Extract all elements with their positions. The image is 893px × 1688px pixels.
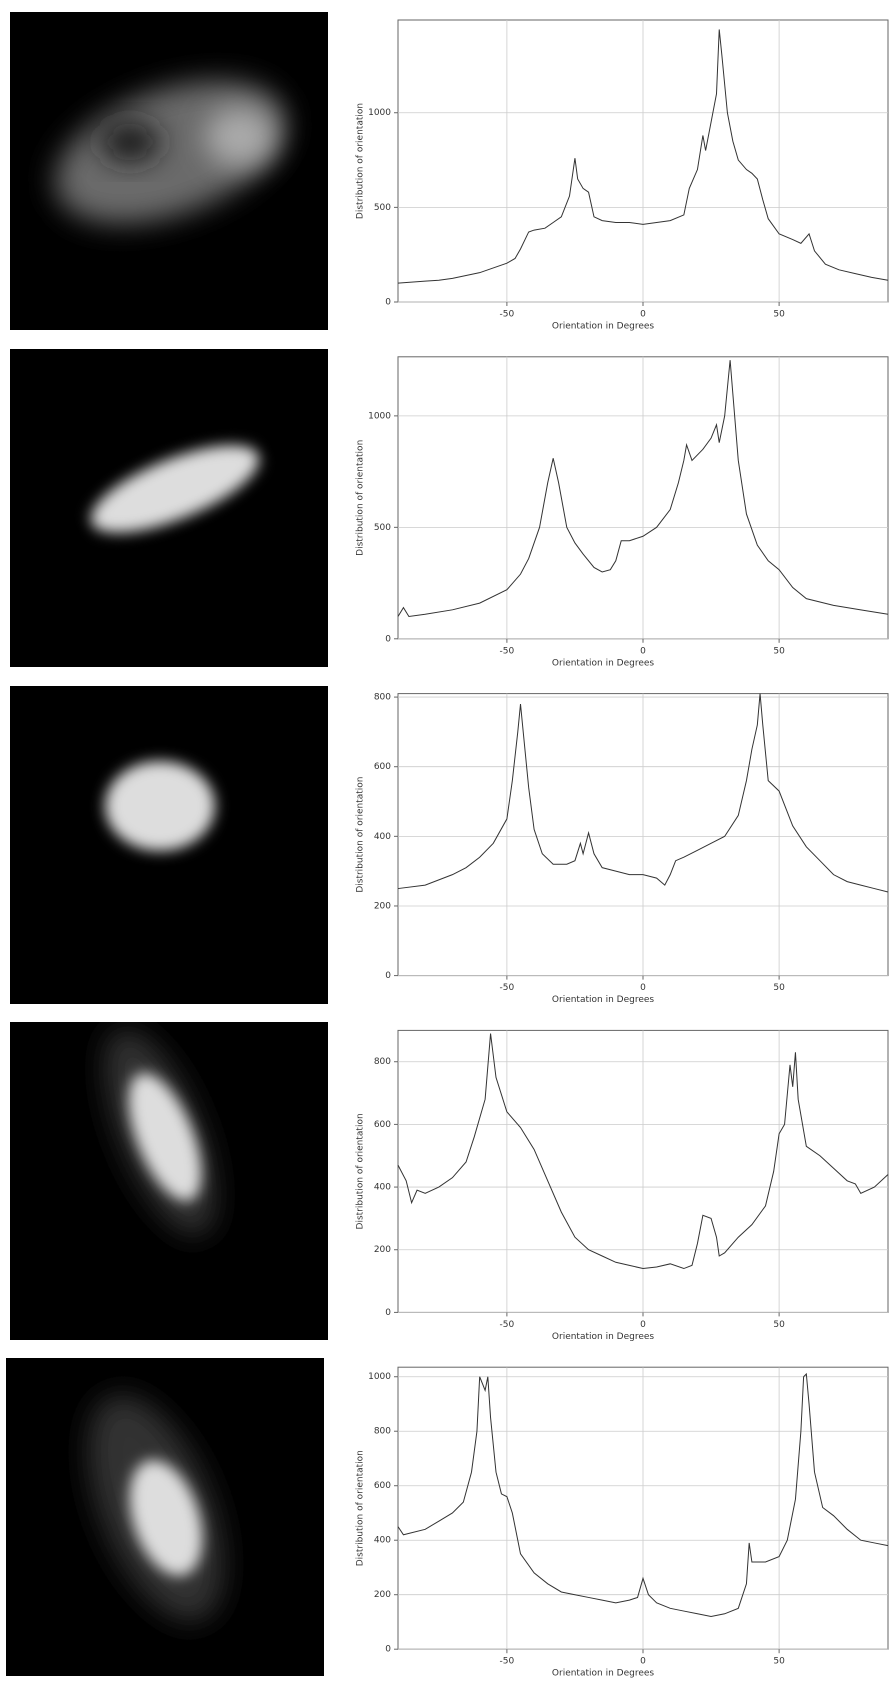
- data-line: [397, 693, 889, 893]
- blob-image: [10, 12, 328, 330]
- y-axis-label: Distribution of orientation: [356, 1450, 366, 1566]
- x-tick-label: -50: [500, 310, 515, 320]
- y-tick-label: 500: [374, 523, 391, 533]
- x-tick-label: -50: [500, 1657, 515, 1667]
- x-axis-label: Orientation in Degrees: [552, 995, 654, 1005]
- y-tick-label: 1000: [368, 411, 391, 421]
- chart: 0 200 400 600 800 -50 0 50 Orientation in Degree…: [356, 1029, 889, 1342]
- y-tick-label: 200: [374, 901, 391, 911]
- data-line: [397, 360, 889, 618]
- x-axis-label: Orientation in Degrees: [552, 658, 654, 668]
- y-axis-label: Distribution of orientation: [356, 103, 366, 219]
- y-tick-label: 400: [374, 1536, 391, 1546]
- y-tick-label: 0: [385, 634, 391, 644]
- chart: 0 500 1000 -50 0 50 Orientation in Degrees Dist…: [356, 356, 889, 668]
- x-axis-label: Orientation in Degrees: [552, 322, 654, 332]
- y-tick-label: 0: [385, 971, 391, 981]
- y-tick-label: 200: [374, 1245, 391, 1255]
- y-tick-label: 800: [374, 1057, 391, 1067]
- data-line: [397, 29, 889, 284]
- y-tick-label: 200: [374, 1590, 391, 1600]
- y-axis-label: Distribution of orientation: [356, 440, 366, 556]
- y-tick-label: 400: [374, 1183, 391, 1193]
- x-tick-label: 50: [773, 983, 785, 993]
- x-tick-label: 0: [640, 1657, 646, 1667]
- x-tick-label: 0: [640, 310, 646, 320]
- y-axis-label: Distribution of orientation: [356, 1113, 366, 1229]
- x-tick-label: 50: [773, 310, 785, 320]
- blob-image: [6, 1358, 324, 1676]
- x-tick-label: -50: [500, 1320, 515, 1330]
- y-tick-label: 600: [374, 762, 391, 772]
- y-tick-label: 500: [374, 203, 391, 213]
- x-axis-label: Orientation in Degrees: [552, 1669, 654, 1679]
- y-tick-label: 800: [374, 693, 391, 703]
- y-tick-label: 0: [385, 298, 391, 308]
- x-axis-label: Orientation in Degrees: [552, 1332, 654, 1342]
- blob-image: [10, 349, 328, 667]
- x-tick-label: 0: [640, 983, 646, 993]
- x-tick-label: -50: [500, 646, 515, 656]
- y-tick-label: 1000: [368, 1372, 391, 1382]
- x-tick-label: 50: [773, 1657, 785, 1667]
- x-tick-label: -50: [500, 983, 515, 993]
- y-tick-label: 600: [374, 1481, 391, 1491]
- x-tick-label: 50: [773, 1320, 785, 1330]
- x-tick-label: 0: [640, 1320, 646, 1330]
- y-tick-label: 0: [385, 1645, 391, 1655]
- y-tick-label: 0: [385, 1308, 391, 1318]
- y-tick-label: 600: [374, 1120, 391, 1130]
- chart: 0 500 1000 -50 0 50 Orientation in Degrees Dist…: [356, 19, 889, 332]
- x-tick-label: 50: [773, 646, 785, 656]
- chart: 0 200 400 600 800 1000 -50 0 50 Orientation in De…: [356, 1366, 889, 1679]
- data-line: [397, 1033, 889, 1270]
- data-line: [397, 1372, 889, 1618]
- chart: 0 200 400 600 800 -50 0 50 Orientation in Degree…: [356, 693, 889, 1005]
- y-tick-label: 1000: [368, 108, 391, 118]
- x-tick-label: 0: [640, 646, 646, 656]
- blob-image: [10, 686, 328, 1004]
- y-tick-label: 800: [374, 1427, 391, 1437]
- blob-image: [10, 1022, 328, 1340]
- y-axis-label: Distribution of orientation: [356, 777, 366, 893]
- y-tick-label: 400: [374, 832, 391, 842]
